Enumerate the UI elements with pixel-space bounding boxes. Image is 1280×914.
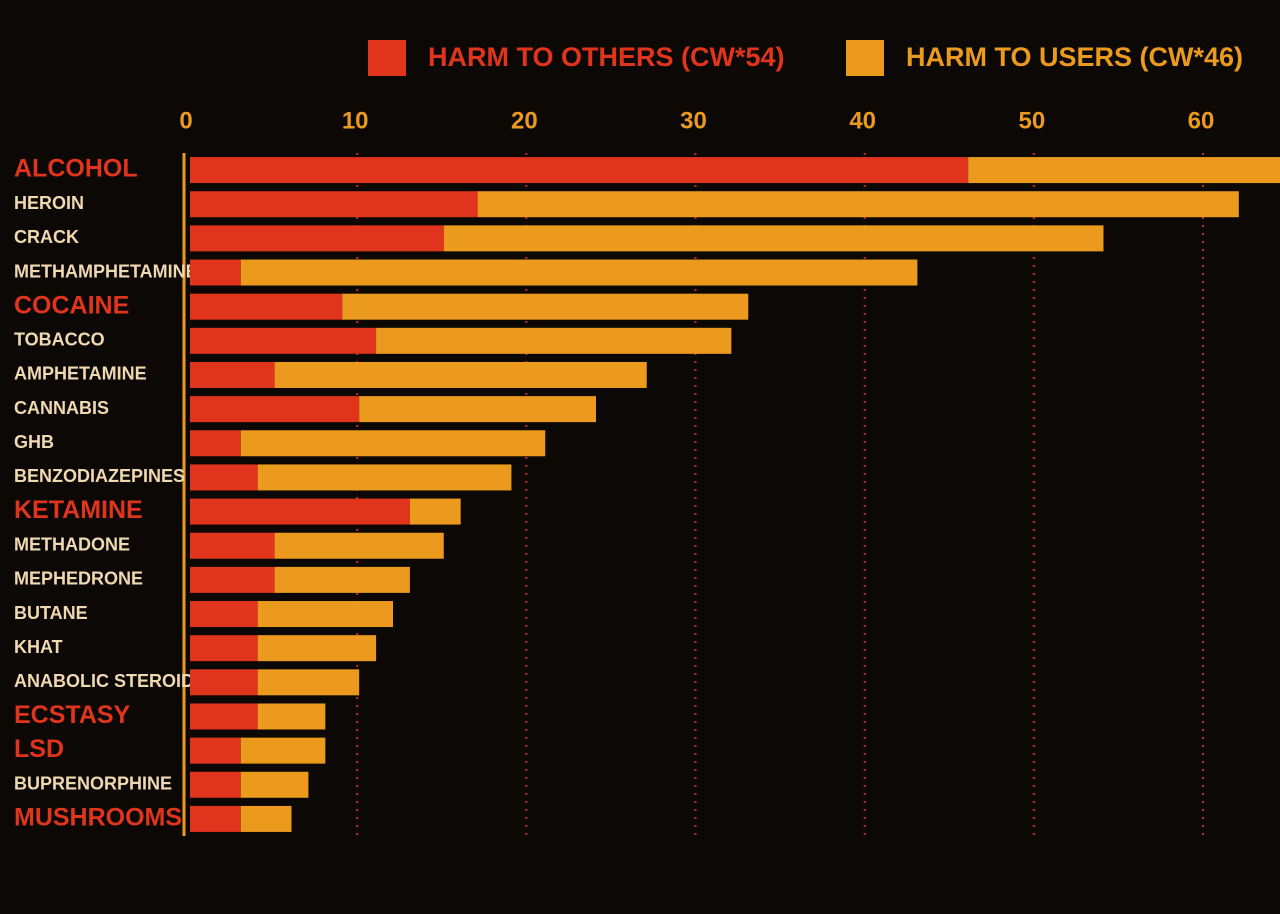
category-label: MUSHROOMS (14, 804, 182, 832)
category-label: KETAMINE (14, 496, 143, 524)
bar-segment (443, 225, 1104, 252)
bar-segment (274, 566, 410, 593)
bar-segment (240, 259, 918, 286)
category-label: TOBACCO (14, 330, 105, 350)
bar-segment (240, 737, 326, 764)
bar-segment (190, 464, 258, 491)
bar-segment (190, 396, 360, 423)
bar-segment (257, 703, 326, 730)
x-tick-label: 40 (849, 107, 876, 134)
bar-segment (190, 635, 258, 662)
bar-segment (257, 601, 393, 628)
x-tick-label: 30 (680, 107, 707, 134)
category-label: LSD (14, 735, 64, 763)
category-label: BENZODIAZEPINES (14, 466, 185, 486)
bar-segment (190, 703, 258, 730)
x-tick-label: 50 (1018, 107, 1045, 134)
category-label: HEROIN (14, 193, 84, 213)
bar-segment (968, 157, 1280, 184)
bar-segment (190, 532, 275, 559)
bar-segment (190, 805, 241, 832)
bar-segment (240, 430, 546, 457)
bar-segment (190, 498, 410, 525)
bar-segment (190, 327, 377, 354)
bar-segment (190, 361, 275, 388)
bar-segment (190, 259, 241, 286)
bar-segment (190, 737, 241, 764)
category-label: METHAMPHETAMINE (14, 261, 198, 281)
category-label: METHADONE (14, 534, 130, 554)
bar-segment (240, 771, 309, 798)
bar-segment (257, 635, 377, 662)
x-tick-label: 0 (179, 107, 192, 134)
bar-segment (274, 532, 444, 559)
bar-segment (257, 464, 512, 491)
bar-segment (257, 669, 360, 696)
bar-segment (190, 293, 343, 320)
category-label: AMPHETAMINE (14, 364, 147, 384)
bar-segment (376, 327, 732, 354)
bar-segment (190, 430, 241, 457)
bar-segment (477, 191, 1239, 218)
bar-segment (190, 669, 258, 696)
x-tick-label: 20 (511, 107, 538, 134)
legend-label: HARM TO OTHERS (CW*54) (428, 42, 785, 72)
bar-segment (342, 293, 749, 320)
bar-segment (190, 157, 969, 184)
category-label: BUTANE (14, 603, 88, 623)
x-tick-label: 60 (1188, 107, 1215, 134)
category-label: COCAINE (14, 291, 129, 319)
bar-segment (190, 566, 275, 593)
category-label: GHB (14, 432, 54, 452)
category-label: KHAT (14, 637, 63, 657)
x-tick-label: 10 (342, 107, 369, 134)
bar-segment (409, 498, 461, 525)
bar-segment (274, 361, 647, 388)
legend-label: HARM TO USERS (CW*46) (906, 42, 1243, 72)
legend-swatch (368, 40, 406, 76)
category-label: ALCOHOL (14, 155, 138, 183)
category-label: CRACK (14, 227, 79, 247)
bar-segment (359, 396, 596, 423)
bar-segment (190, 225, 444, 252)
category-label: ECSTASY (14, 701, 131, 729)
category-label: MEPHEDRONE (14, 569, 143, 589)
bar-segment (190, 601, 258, 628)
category-label: BUPRENORPHINE (14, 774, 172, 794)
bar-segment (240, 805, 292, 832)
legend-swatch (846, 40, 884, 76)
bar-segment (190, 191, 478, 218)
category-label: CANNABIS (14, 398, 109, 418)
bar-segment (190, 771, 241, 798)
category-label: ANABOLIC STEROIDS (14, 671, 206, 691)
